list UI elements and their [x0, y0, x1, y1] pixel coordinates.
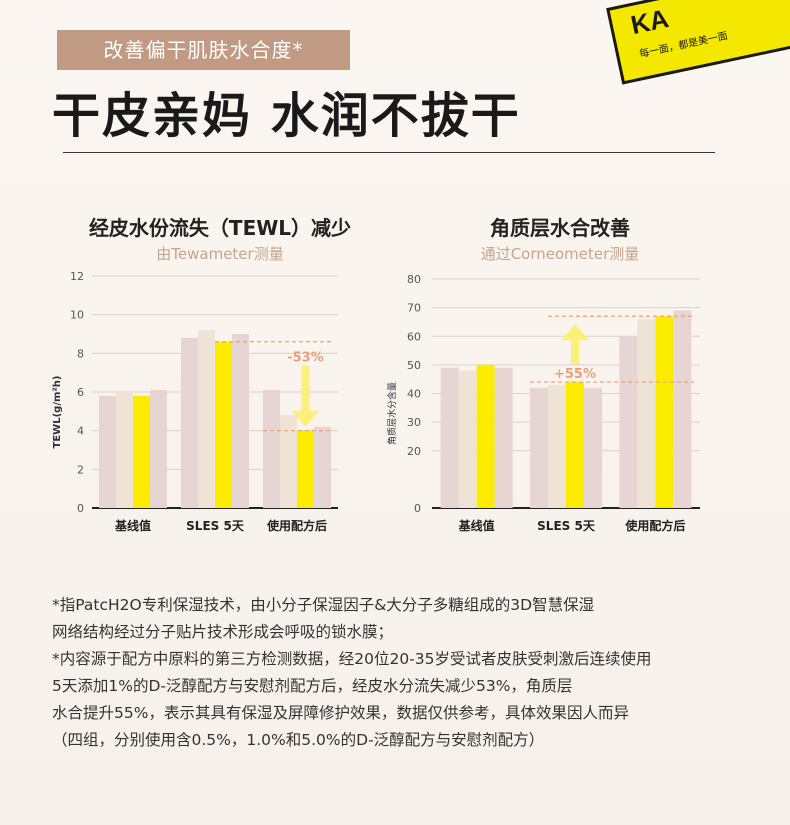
y-tick-label: 50 [407, 359, 421, 372]
y-axis-label: TEWL(g/m²h) [52, 376, 63, 449]
annotation-label: -53% [287, 351, 324, 366]
footnotes: *指PatcH2O专利保湿技术，由小分子保湿因子&大分子多糖组成的3D智慧保湿 … [52, 592, 764, 754]
x-tick-label: 使用配方后 [624, 518, 685, 533]
bar [584, 387, 602, 508]
annotation-label: +55% [554, 367, 596, 382]
footnote-line: 5天添加1%的D-泛醇配方与安慰剂配方后，经皮水分流失减少53%，角质层 [52, 677, 573, 695]
x-tick-label: SLES 5天 [186, 519, 245, 533]
footnote-line: 水合提升55%，表示其具有保湿及屏障修护效果，数据仅供参考，具体效果因人而异 [52, 704, 629, 722]
tewl-chart-subtitle: 由Tewameter测量 [156, 245, 284, 263]
x-tick-label: 基线值 [458, 518, 495, 533]
bar [637, 319, 656, 508]
y-tick-label: 0 [414, 502, 421, 515]
bar [133, 395, 150, 508]
y-tick-label: 8 [77, 347, 84, 360]
bar [673, 310, 692, 508]
bar [314, 426, 331, 508]
section-tag: 改善偏干肌肤水合度* [57, 30, 350, 70]
y-tick-label: 12 [70, 270, 84, 283]
bar [181, 337, 198, 508]
y-tick-label: 4 [77, 425, 84, 438]
x-tick-label: 使用配方后 [266, 518, 327, 533]
bar [440, 367, 459, 508]
y-tick-label: 70 [407, 302, 421, 315]
y-tick-label: 60 [407, 330, 421, 343]
bar [150, 390, 167, 508]
bar [280, 415, 297, 508]
page-headline: 干皮亲妈 水润不拔干 [52, 88, 521, 144]
y-tick-label: 10 [70, 309, 84, 322]
bar [566, 382, 584, 508]
footnote-line: *内容源于配方中原料的第三方检测数据，经20位20-35岁受试者皮肤受刺激后连续… [52, 650, 652, 668]
y-tick-label: 2 [77, 463, 84, 476]
bar [198, 330, 215, 508]
y-tick-label: 40 [407, 388, 421, 401]
bar [232, 334, 249, 508]
bar [494, 367, 513, 508]
hydration-chart-title: 角质层水合改善 [490, 216, 630, 240]
y-axis-label: 角质层水分含量 [386, 382, 398, 445]
annotation-arrow [561, 324, 589, 365]
bar [619, 336, 638, 508]
y-tick-label: 0 [77, 502, 84, 515]
y-tick-label: 80 [407, 273, 421, 286]
y-tick-label: 6 [77, 386, 84, 399]
footnote-line: *指PatcH2O专利保湿技术，由小分子保湿因子&大分子多糖组成的3D智慧保湿 [52, 596, 595, 614]
footnote-line: 网络结构经过分子贴片技术形成会呼吸的锁水膜； [52, 623, 394, 641]
bar [297, 430, 314, 508]
bar [99, 395, 116, 508]
bar [530, 387, 548, 508]
divider [63, 152, 715, 153]
bar [458, 370, 477, 508]
y-tick-label: 20 [407, 445, 421, 458]
bar [215, 341, 232, 508]
annotation-arrow [291, 365, 320, 427]
bar [476, 364, 495, 508]
bar [548, 384, 566, 508]
bar [263, 390, 280, 508]
x-tick-label: 基线值 [114, 518, 151, 533]
x-tick-label: SLES 5天 [537, 519, 596, 533]
footnote-line: （四组，分别使用含0.5%，1.0%和5.0%的D-泛醇配方与安慰剂配方） [52, 731, 545, 749]
y-tick-label: 30 [407, 416, 421, 429]
bar [116, 392, 133, 508]
hydration-chart-subtitle: 通过Corneometer测量 [480, 245, 640, 263]
tewl-chart: 0 2 4 6 8 10 12 TEWL(g/m²h) 基线值 SLES 5天 使用配方后 -53% [52, 270, 338, 533]
tewl-chart-title: 经皮水份流失（TEWL）减少 [88, 216, 352, 240]
bar [655, 316, 674, 508]
